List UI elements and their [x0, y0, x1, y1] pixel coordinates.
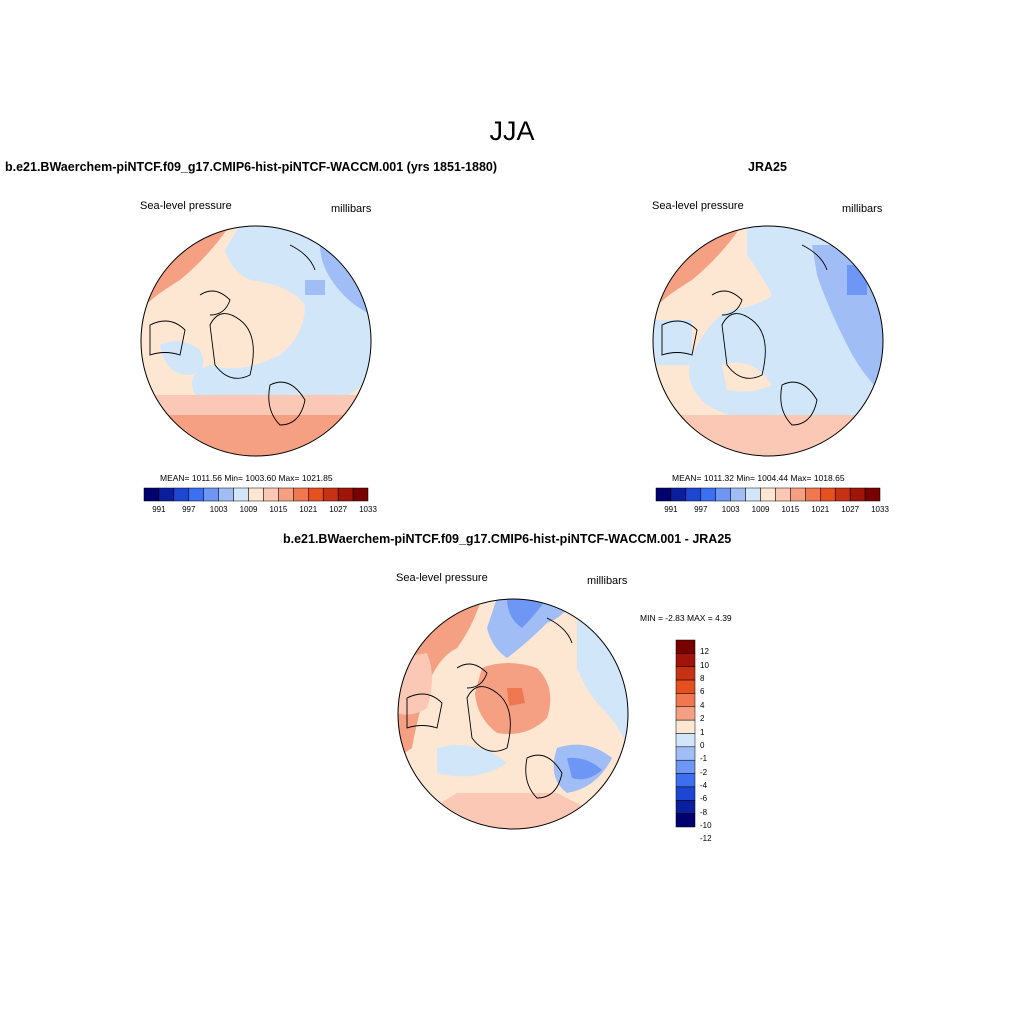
colorbar-tick-label: 1033: [359, 505, 377, 514]
colorbar-box: [675, 733, 696, 748]
panel-3-left-label: Sea-level pressure: [396, 572, 488, 584]
colorbar-box: [203, 487, 219, 502]
colorbar-box: [655, 487, 672, 502]
colorbar-box: [337, 487, 354, 502]
colorbar-tick-label: 6: [700, 687, 705, 697]
panel-3-title: b.e21.BWaerchem-piNTCF.f09_g17.CMIP6-his…: [283, 532, 732, 546]
colorbar-tick-label: -8: [700, 807, 708, 817]
colorbar-tick-label: 1015: [781, 505, 800, 514]
colorbar-box: [675, 800, 696, 814]
colorbar-box: [685, 487, 702, 502]
panel-1-map: [140, 225, 372, 457]
colorbar-tick-label: -10: [700, 821, 712, 830]
colorbar-box: [849, 487, 866, 502]
colorbar-box: [864, 487, 881, 502]
colorbar-tick-label: 1003: [209, 505, 228, 514]
colorbar-tick-label: 1021: [811, 505, 830, 514]
colorbar-box: [675, 759, 696, 774]
colorbar-box: [675, 746, 696, 761]
colorbar-box: [278, 487, 294, 502]
colorbar-box: [675, 666, 696, 681]
colorbar-tick-label: -1: [700, 754, 708, 764]
colorbar-tick-label: 8: [700, 674, 705, 684]
colorbar-tick-label: -4: [700, 780, 708, 790]
panel-2-map: [652, 225, 884, 457]
panel-1-right-label: millibars: [331, 203, 372, 215]
panel-1-left-label: Sea-level pressure: [140, 200, 232, 212]
panel-2-colorbar: [655, 487, 881, 502]
colorbar-box: [670, 487, 687, 502]
colorbar-tick-label: 1015: [269, 505, 288, 514]
panel-2-stats: MEAN= 1011.32 Min= 1004.44 Max= 1018.65: [672, 473, 845, 483]
panel-2-colorbar-ticks: 991 997 1003 1009 1015 1021 1027 1033: [656, 505, 889, 517]
colorbar-tick-label: 997: [182, 505, 196, 514]
colorbar-box: [263, 487, 279, 502]
colorbar-box: [715, 487, 731, 502]
colorbar-box: [675, 693, 696, 708]
colorbar-box: [775, 487, 791, 502]
colorbar-box: [760, 487, 776, 502]
panel-1-title: b.e21.BWaerchem-piNTCF.f09_g17.CMIP6-his…: [5, 160, 498, 174]
colorbar-box: [248, 487, 264, 502]
colorbar-box: [834, 487, 851, 502]
colorbar-tick-label: -6: [700, 794, 708, 804]
colorbar-box: [308, 487, 324, 502]
colorbar-box: [675, 653, 696, 667]
panel-1-colorbar: [143, 487, 369, 502]
colorbar-box: [675, 639, 696, 654]
colorbar-box: [188, 487, 204, 502]
colorbar-tick-label: 1027: [841, 505, 860, 514]
colorbar-box: [790, 487, 806, 502]
colorbar-box: [675, 786, 696, 801]
colorbar-tick-label: 997: [694, 505, 708, 514]
colorbar-box: [322, 487, 339, 502]
colorbar-box: [675, 813, 696, 828]
colorbar-box: [218, 487, 234, 502]
colorbar-tick-label: 1033: [871, 505, 889, 514]
panel-2-left-label: Sea-level pressure: [652, 200, 744, 212]
colorbar-tick-label: 1: [700, 727, 705, 737]
panel-1-colorbar-ticks: 991 997 1003 1009 1015 1021 1027 1033: [144, 505, 377, 517]
colorbar-box: [675, 719, 696, 734]
panel-3-colorbar: [675, 639, 696, 828]
colorbar-box: [700, 487, 716, 502]
panel-3-colorbar-ticks: 12 10 8 6 4 2 1 0 -1 -2 -4 -6 -8 -10 -12: [700, 640, 730, 843]
colorbar-box: [745, 487, 761, 502]
colorbar-tick-label: 4: [700, 700, 705, 710]
colorbar-tick-label: -2: [700, 767, 708, 777]
panel-3-stats: MIN = -2.83 MAX = 4.39: [640, 613, 732, 623]
colorbar-box: [675, 706, 696, 721]
panel-3-right-label: millibars: [587, 575, 628, 587]
colorbar-tick-label: 1009: [239, 505, 258, 514]
colorbar-tick-label: 2: [700, 714, 705, 724]
figure-title: JJA: [489, 116, 535, 146]
panel-2-right-label: millibars: [842, 203, 883, 215]
colorbar-box: [143, 487, 160, 502]
colorbar-tick-label: 1021: [299, 505, 318, 514]
panel-3-map: [397, 598, 629, 830]
colorbar-tick-label: 991: [664, 505, 678, 514]
colorbar-box: [173, 487, 190, 502]
panel-2-title: JRA25: [748, 160, 787, 174]
colorbar-box: [730, 487, 746, 502]
colorbar-tick-label: 1009: [751, 505, 770, 514]
colorbar-tick-label: 12: [700, 647, 709, 657]
colorbar-box: [675, 773, 696, 788]
colorbar-box: [158, 487, 175, 502]
colorbar-tick-label: 991: [152, 505, 166, 514]
colorbar-box: [293, 487, 309, 502]
colorbar-box: [675, 679, 696, 694]
colorbar-tick-label: -12: [700, 834, 712, 844]
colorbar-box: [352, 487, 369, 502]
colorbar-box: [820, 487, 836, 502]
colorbar-tick-label: 10: [700, 660, 709, 670]
colorbar-box: [805, 487, 821, 502]
panel-1-stats: MEAN= 1011.56 Min= 1003.60 Max= 1021.85: [160, 473, 333, 483]
colorbar-tick-label: 1027: [329, 505, 348, 514]
colorbar-tick-label: 0: [700, 740, 705, 750]
colorbar-tick-label: 1003: [721, 505, 740, 514]
colorbar-box: [233, 487, 249, 502]
